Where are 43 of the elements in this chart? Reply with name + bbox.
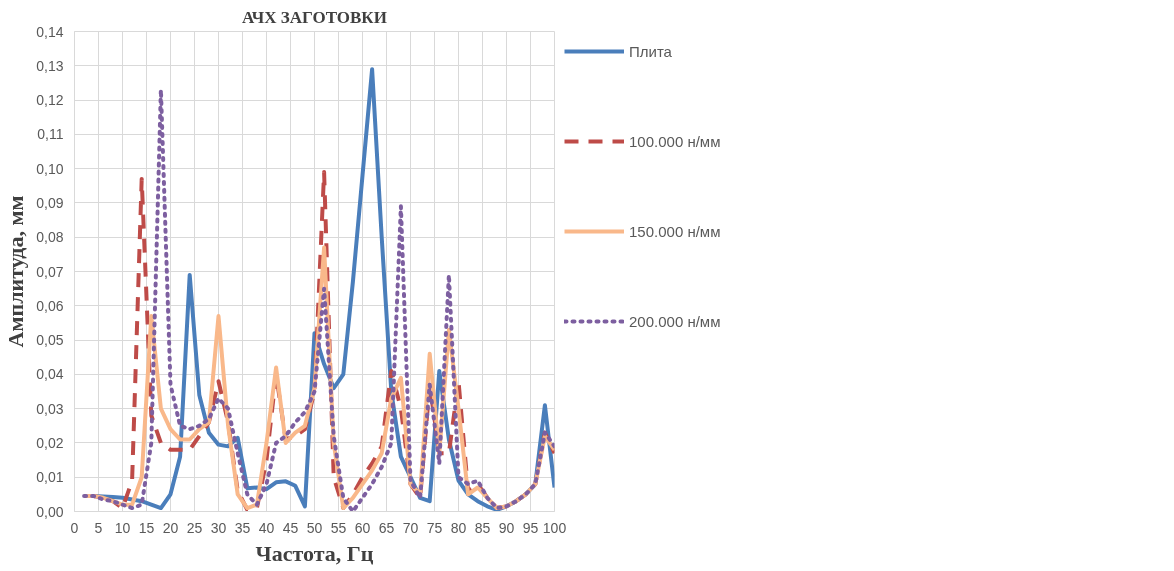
y-tick-label: 0,03 xyxy=(36,400,64,417)
chart-title: АЧХ ЗАГОТОВКИ xyxy=(242,7,387,27)
x-axis-title: Частота, Гц xyxy=(255,540,374,566)
y-tick-label: 0,10 xyxy=(36,160,64,177)
y-tick-label: 0,00 xyxy=(36,503,64,520)
x-tick-label: 95 xyxy=(522,519,539,536)
y-tick-label: 0,12 xyxy=(36,92,64,109)
y-tick-label: 0,05 xyxy=(36,332,64,349)
x-tick-label: 45 xyxy=(282,519,299,536)
legend-label: 150.000 н/мм xyxy=(629,222,721,240)
y-tick-label: 0,02 xyxy=(36,434,64,451)
x-tick-label: 40 xyxy=(258,519,275,536)
x-tick-label: 65 xyxy=(378,519,395,536)
x-tick-label: 70 xyxy=(402,519,419,536)
y-tick-label: 0,08 xyxy=(36,229,64,246)
x-tick-label: 30 xyxy=(210,519,227,536)
legend-label: 100.000 н/мм xyxy=(629,132,721,150)
y-axis-title: Амплитуда, мм xyxy=(3,195,29,348)
y-tick-label: 0,11 xyxy=(37,126,64,143)
x-tick-label: 35 xyxy=(234,519,251,536)
x-tick-label: 55 xyxy=(330,519,347,536)
x-tick-label: 0 xyxy=(70,519,79,536)
x-tick-label: 60 xyxy=(354,519,371,536)
y-tick-label: 0,01 xyxy=(36,469,64,486)
y-tick-label: 0,13 xyxy=(36,57,64,74)
y-tick-label: 0,07 xyxy=(36,263,64,280)
x-tick-label: 5 xyxy=(94,519,103,536)
x-tick-label: 20 xyxy=(162,519,179,536)
x-tick-label: 75 xyxy=(426,519,443,536)
legend-label: Плита xyxy=(629,42,672,60)
y-tick-label: 0,04 xyxy=(36,366,64,383)
y-tick-label: 0,09 xyxy=(36,194,64,211)
y-tick-label: 0,14 xyxy=(36,23,64,40)
y-tick-label: 0,06 xyxy=(36,297,64,314)
x-tick-label: 25 xyxy=(186,519,203,536)
x-tick-label: 85 xyxy=(474,519,491,536)
x-tick-label: 100 xyxy=(542,519,567,536)
legend-label: 200.000 н/мм xyxy=(629,312,721,330)
x-tick-label: 50 xyxy=(306,519,323,536)
x-tick-label: 15 xyxy=(138,519,155,536)
x-tick-label: 90 xyxy=(498,519,515,536)
x-tick-label: 80 xyxy=(450,519,467,536)
x-tick-label: 10 xyxy=(114,519,131,536)
